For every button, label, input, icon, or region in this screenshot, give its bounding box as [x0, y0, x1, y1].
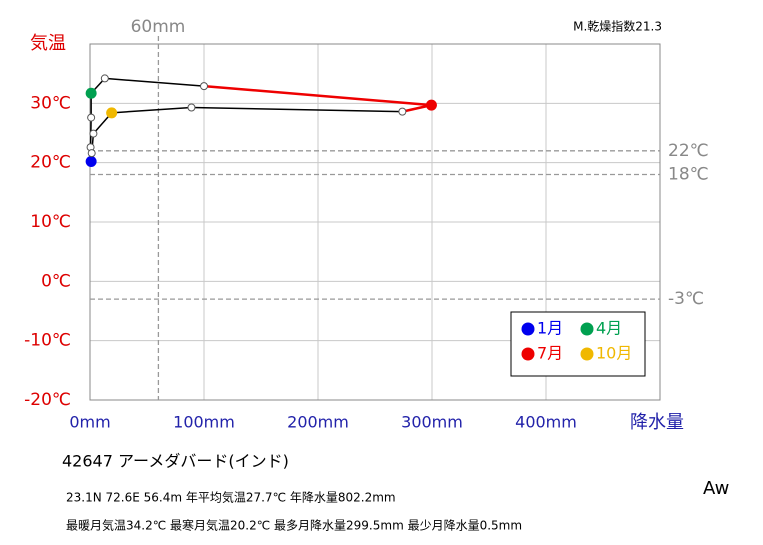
y-tick-label: -20℃	[24, 390, 71, 410]
month-point	[200, 82, 208, 91]
x-tick-label: 400mm	[515, 413, 577, 432]
climate-segment	[191, 106, 403, 113]
legend-label: 7月	[537, 344, 563, 363]
y-tick-label: 30℃	[30, 93, 71, 113]
x-tick-label: 100mm	[173, 413, 235, 432]
y-tick-label: -10℃	[24, 331, 71, 351]
y-tick-label: 20℃	[30, 153, 71, 173]
climate-segment	[203, 84, 432, 107]
climate-segment	[104, 77, 205, 87]
legend-label: 1月	[537, 319, 563, 338]
reference-label: 22℃	[668, 141, 709, 161]
month-point	[187, 103, 196, 112]
month-point	[85, 155, 97, 167]
x-reference-label: 60mm	[131, 17, 186, 37]
y-axis-label: 気温	[30, 33, 66, 54]
info-line: 最暖月気温34.2℃ 最寒月気温20.2℃ 最多月降水量299.5mm 最少月降…	[66, 518, 522, 533]
month-point	[85, 87, 97, 99]
x-tick-label: 300mm	[401, 413, 463, 432]
climate-class: Aw	[703, 478, 729, 499]
legend-marker	[521, 347, 535, 361]
legend-marker	[521, 322, 535, 336]
legend-marker	[580, 347, 594, 361]
month-point	[100, 74, 109, 83]
month-point	[398, 107, 407, 116]
reference-label: 18℃	[668, 165, 709, 185]
climate-segment	[111, 106, 192, 114]
reference-label: -3℃	[668, 289, 704, 309]
legend-marker	[580, 322, 594, 336]
x-tick-label: 0mm	[69, 413, 110, 432]
month-point	[425, 99, 437, 111]
legend-box	[510, 311, 646, 377]
month-point	[89, 129, 98, 138]
x-axis-label: 降水量	[630, 412, 684, 433]
y-tick-label: 10℃	[30, 212, 71, 232]
legend-label: 10月	[596, 344, 632, 363]
station-name: 42647 アーメダバード(インド)	[62, 452, 289, 471]
month-point	[87, 149, 96, 158]
info-line: 23.1N 72.6E 56.4m 年平均気温27.7℃ 年降水量802.2mm	[66, 490, 396, 505]
x-tick-label: 200mm	[287, 413, 349, 432]
legend-label: 4月	[596, 319, 622, 338]
y-tick-label: 0℃	[41, 271, 71, 291]
plot-border	[89, 43, 661, 401]
dryness-index: M.乾燥指数21.3	[573, 19, 662, 34]
month-point	[106, 107, 118, 119]
month-point	[87, 113, 96, 122]
